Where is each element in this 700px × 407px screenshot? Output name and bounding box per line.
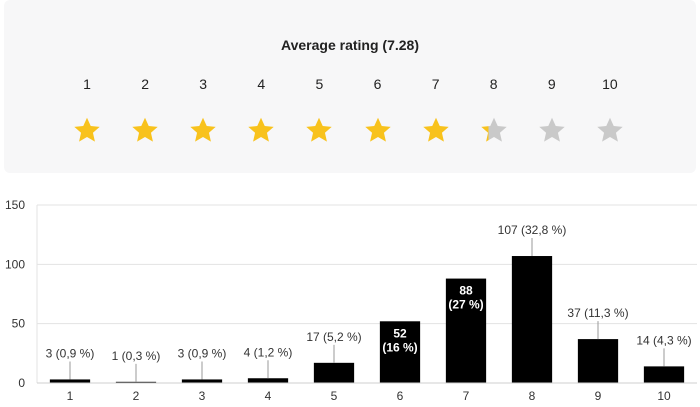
star-icon [248,117,275,142]
star-number: 2 [141,76,149,92]
star-icon [597,117,623,142]
data-label: 107 (32,8 %) [498,223,567,237]
x-tick-label: 6 [397,389,404,403]
x-tick-label: 9 [595,389,602,403]
star-number: 6 [373,76,382,92]
star-number: 4 [257,76,266,92]
star-rating-row: 1 2 3 4 5 6 7 8 9 10 [4,0,696,173]
data-label: 3 (0,9 %) [178,346,227,360]
star-number: 10 [602,76,618,92]
star-icon [74,117,100,142]
star-icon [422,117,449,142]
bar [643,366,685,383]
star-number: 8 [489,76,498,92]
star-number: 5 [315,76,324,92]
y-tick-label: 150 [5,198,25,212]
star-icon [480,117,507,142]
data-label: 52 (16 %) [382,326,417,354]
star-icon [306,117,333,142]
x-tick-label: 8 [529,389,536,403]
bar [379,321,421,383]
x-tick-label: 3 [199,389,206,403]
star-icon [132,117,158,142]
data-label: 14 (4,3 %) [636,333,691,347]
y-tick-label: 0 [18,376,25,390]
data-label: 4 (1,2 %) [244,345,293,359]
y-tick-label: 100 [5,257,25,271]
x-tick-label: 5 [331,389,338,403]
data-label: 37 (11,3 %) [567,306,628,320]
data-label: 88 (27 %) [448,284,483,312]
rating-panel: Average rating (7.28) 1 2 3 4 5 6 7 8 9 10 [4,0,696,173]
star-number: 9 [547,76,556,92]
bar [247,378,289,383]
bar [445,278,487,383]
star-number: 3 [199,76,208,92]
star-number: 7 [431,76,440,92]
data-label: 3 (0,9 %) [46,346,95,360]
star-icon [539,117,565,142]
star-icon [364,117,391,142]
bar [511,256,553,383]
rating-distribution-chart: 0 50 100 150 1 3 (0,9 %) 2 1 (0,3 %) 3 3 (0,9 %) 4… [5,198,697,403]
x-tick-label: 1 [67,389,74,403]
x-tick-label: 10 [657,389,671,403]
bar [181,379,223,383]
x-tick-label: 2 [133,389,140,403]
star-number: 1 [83,76,91,92]
x-tick-label: 7 [463,389,470,403]
rating-title: Average rating (7.28) [281,37,419,53]
data-label: 1 (0,3 %) [112,349,161,363]
y-tick-label: 50 [12,317,26,331]
bar [313,362,355,383]
bar [49,379,91,383]
star-icon [190,117,216,142]
bar [577,339,619,383]
data-label: 17 (5,2 %) [306,330,361,344]
x-tick-label: 4 [265,389,272,403]
bar [115,381,157,383]
